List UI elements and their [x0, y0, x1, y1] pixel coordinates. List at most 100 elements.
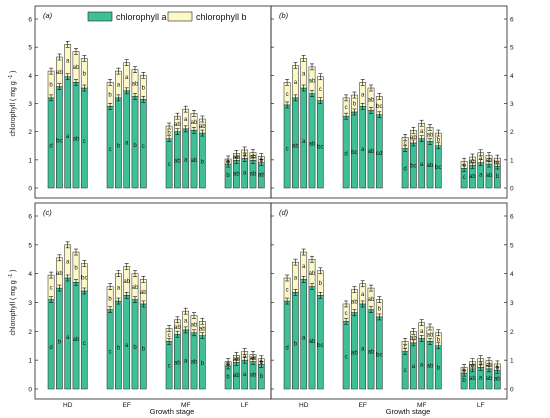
- letter-chlorophyll-a: ab: [250, 172, 257, 178]
- letter-chlorophyll-a: ab: [191, 360, 198, 366]
- y-tick-label: 1: [510, 358, 514, 365]
- letter-chlorophyll-b: c: [286, 92, 289, 98]
- letter-chlorophyll-a: ab: [309, 142, 316, 148]
- y-tick-label: 4: [28, 73, 32, 80]
- letter-chlorophyll-b: ab: [199, 327, 206, 333]
- letter-chlorophyll-b: b: [83, 71, 87, 77]
- y-tick-label: 0: [28, 186, 32, 193]
- x-tick-label: EF: [123, 402, 131, 409]
- letter-chlorophyll-a: ab: [368, 149, 375, 155]
- y-tick-label: 3: [510, 300, 514, 307]
- letter-chlorophyll-a: ab: [427, 163, 434, 169]
- legend-swatch-chlorophyll-a: [87, 11, 113, 22]
- y-tick-label: 6: [28, 17, 32, 24]
- letter-chlorophyll-b: a: [117, 286, 121, 292]
- letter-chlorophyll-a: ab: [250, 373, 257, 379]
- letter-chlorophyll-b: ab: [410, 335, 417, 341]
- bar-chlorophyll-a: [56, 287, 63, 390]
- letter-chlorophyll-b: ab: [233, 357, 240, 363]
- letter-chlorophyll-a: a: [479, 173, 483, 179]
- letter-chlorophyll-b: ab: [191, 120, 198, 126]
- letter-chlorophyll-a: a: [125, 343, 129, 349]
- letter-chlorophyll-a: b: [437, 366, 441, 372]
- bar-chlorophyll-a: [64, 76, 72, 189]
- y-tick-label: 0: [510, 186, 514, 193]
- letter-chlorophyll-a: a: [302, 336, 306, 342]
- letter-chlorophyll-b: a: [420, 329, 424, 335]
- letter-chlorophyll-b: a: [125, 75, 129, 81]
- letter-chlorophyll-a: bc: [56, 138, 62, 144]
- y-tick-label: 6: [510, 17, 514, 24]
- letter-chlorophyll-b: bc: [81, 275, 87, 281]
- y-tick-label: 2: [28, 329, 32, 336]
- letter-chlorophyll-b: c: [404, 345, 407, 351]
- x-axis-title-left: Growth stage: [150, 407, 195, 416]
- letter-chlorophyll-a: c: [168, 162, 171, 168]
- letter-chlorophyll-b: a: [117, 83, 121, 89]
- letter-chlorophyll-b: a: [184, 117, 188, 123]
- letter-chlorophyll-a: bc: [435, 165, 441, 171]
- letter-chlorophyll-a: c: [463, 175, 466, 181]
- letter-chlorophyll-a: b: [117, 345, 121, 351]
- letter-chlorophyll-a: d: [344, 152, 347, 158]
- letter-chlorophyll-b: ab: [199, 124, 206, 130]
- x-axis-title: Growth stage: [150, 407, 195, 416]
- letter-chlorophyll-a: c: [83, 341, 86, 347]
- letter-chlorophyll-a: ab: [73, 337, 80, 343]
- letter-chlorophyll-a: b: [226, 173, 230, 179]
- letter-chlorophyll-b: ab: [486, 158, 493, 164]
- letter-chlorophyll-b: b: [496, 365, 500, 371]
- letter-chlorophyll-a: b: [58, 340, 62, 346]
- letter-chlorophyll-a: ab: [368, 349, 375, 355]
- letter-chlorophyll-a: ab: [486, 376, 493, 382]
- letter-chlorophyll-a: ab: [351, 351, 358, 357]
- y-tick-label: 4: [510, 271, 514, 278]
- letter-chlorophyll-b: ab: [427, 332, 434, 338]
- letter-chlorophyll-b: ab: [368, 297, 375, 303]
- letter-chlorophyll-b: b: [353, 102, 357, 108]
- letter-chlorophyll-a: a: [479, 375, 483, 381]
- letter-chlorophyll-a: cd: [376, 151, 382, 157]
- legend-label-chlorophyll-a: chlorophyll a: [116, 12, 167, 22]
- letter-chlorophyll-b: a: [184, 319, 188, 325]
- letter-chlorophyll-b: b: [437, 337, 441, 343]
- y-tick-label: 5: [28, 242, 32, 249]
- letter-chlorophyll-a: a: [243, 372, 247, 378]
- letter-chlorophyll-b: a: [420, 129, 424, 135]
- y-tick-label: 1: [510, 157, 514, 164]
- letter-chlorophyll-b: ab: [191, 322, 198, 328]
- letter-chlorophyll-b: b: [462, 368, 466, 374]
- letter-chlorophyll-b: a: [361, 93, 365, 99]
- letter-chlorophyll-a: c: [168, 364, 171, 370]
- letter-chlorophyll-a: bc: [410, 164, 416, 170]
- y-tick-label: 4: [28, 271, 32, 278]
- letter-chlorophyll-a: ab: [469, 174, 476, 180]
- letter-chlorophyll-b: ab: [140, 290, 147, 296]
- letter-chlorophyll-a: b: [142, 347, 146, 353]
- letter-chlorophyll-a: b: [133, 143, 137, 149]
- letter-chlorophyll-b: b: [260, 158, 264, 164]
- letter-chlorophyll-b: a: [243, 354, 247, 360]
- y-axis-title: chlorophyll ( mg g -1 ): [8, 270, 17, 336]
- letter-chlorophyll-a: a: [66, 134, 70, 140]
- letter-chlorophyll-b: b: [260, 360, 264, 366]
- letter-chlorophyll-b: a: [66, 59, 70, 65]
- letter-chlorophyll-a: ab: [486, 173, 493, 179]
- letter-chlorophyll-a: c: [142, 144, 145, 150]
- letter-chlorophyll-a: b: [294, 342, 298, 348]
- letter-chlorophyll-b: b: [108, 296, 112, 302]
- letter-chlorophyll-a: ab: [233, 172, 240, 178]
- letter-chlorophyll-b: ab: [123, 279, 130, 285]
- y-tick-label: 3: [28, 300, 32, 307]
- letter-chlorophyll-a: ab: [292, 143, 299, 149]
- letter-chlorophyll-b: ab: [233, 155, 240, 161]
- letter-chlorophyll-b: ab: [250, 155, 257, 161]
- letter-chlorophyll-b: b: [49, 83, 53, 89]
- letter-chlorophyll-a: c: [83, 139, 86, 145]
- panel-label: (c): [43, 208, 52, 217]
- letter-chlorophyll-b: ab: [486, 363, 493, 369]
- letter-chlorophyll-b: a: [294, 80, 298, 86]
- bar-chlorophyll-a: [72, 82, 80, 189]
